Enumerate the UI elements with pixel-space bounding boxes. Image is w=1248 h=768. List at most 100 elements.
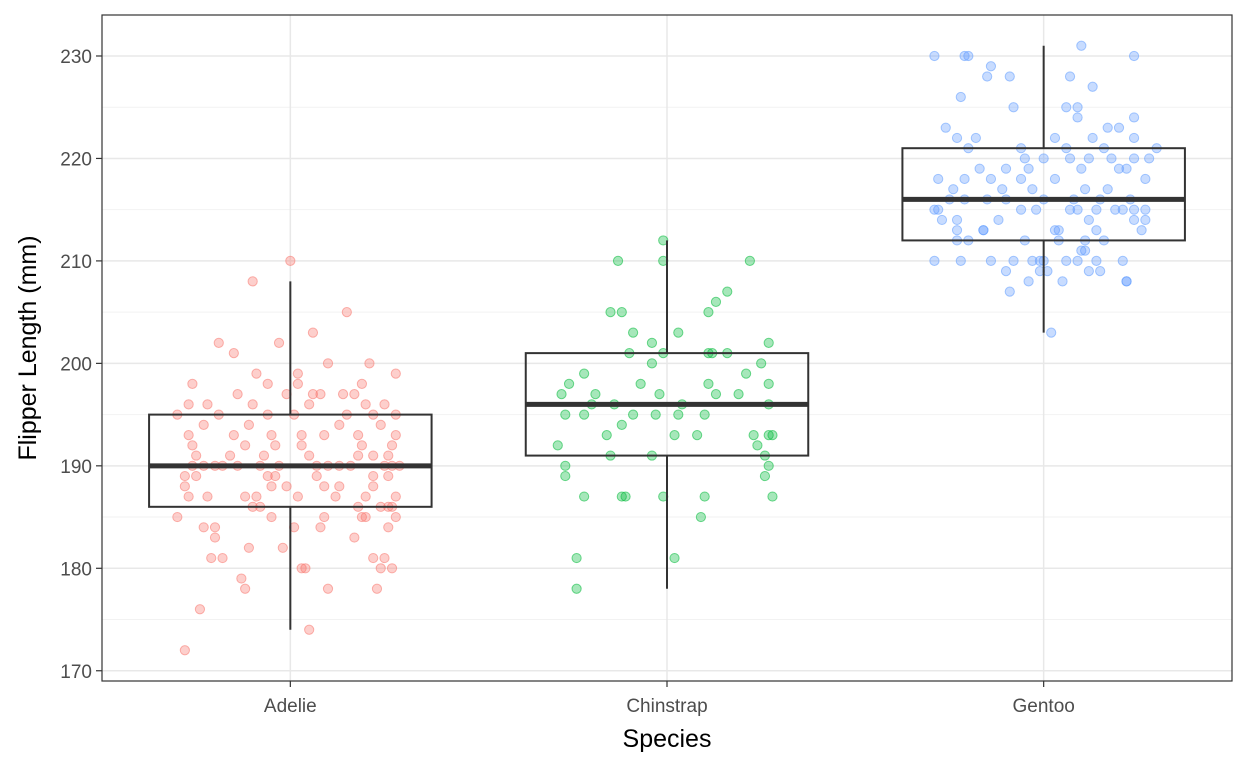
data-point xyxy=(722,286,733,297)
data-point xyxy=(1076,245,1087,256)
data-point xyxy=(319,511,330,523)
data-point xyxy=(379,552,390,564)
data-point xyxy=(1061,255,1072,267)
data-point xyxy=(1087,81,1098,92)
data-point xyxy=(748,429,759,441)
boxes-layer xyxy=(148,45,1186,630)
data-point xyxy=(304,450,315,461)
data-point xyxy=(217,552,228,564)
data-point xyxy=(1110,204,1121,215)
data-point xyxy=(556,389,567,400)
data-point xyxy=(258,450,270,461)
data-point xyxy=(940,122,951,133)
data-point xyxy=(601,429,612,441)
data-point xyxy=(386,440,398,451)
data-point xyxy=(710,296,722,307)
data-point xyxy=(179,470,190,482)
data-point xyxy=(240,491,251,502)
data-point xyxy=(616,419,627,430)
data-point xyxy=(224,450,236,461)
data-point xyxy=(560,409,571,420)
data-point xyxy=(179,481,190,492)
data-point xyxy=(1102,184,1113,195)
data-point xyxy=(368,450,379,461)
data-point xyxy=(951,225,963,236)
data-point xyxy=(767,491,778,502)
data-point xyxy=(1027,184,1038,195)
data-point xyxy=(695,511,707,523)
data-point xyxy=(951,214,963,226)
data-point xyxy=(390,429,401,441)
data-point xyxy=(710,389,722,400)
x-tick-label: Chinstrap xyxy=(626,696,707,717)
data-point xyxy=(315,522,326,533)
data-point xyxy=(296,563,307,574)
data-point xyxy=(1076,163,1087,174)
data-point xyxy=(1117,255,1128,267)
data-point xyxy=(1061,102,1072,113)
data-point xyxy=(703,378,714,389)
data-point xyxy=(654,389,665,400)
data-point xyxy=(360,511,371,523)
data-point xyxy=(1121,276,1132,287)
y-tick-label: 180 xyxy=(60,559,92,580)
data-point xyxy=(763,378,774,389)
data-point xyxy=(646,358,658,369)
data-point xyxy=(360,399,371,410)
data-point xyxy=(1072,204,1083,215)
data-point xyxy=(319,429,330,441)
data-point xyxy=(1015,173,1027,185)
data-point xyxy=(1000,266,1012,277)
data-point xyxy=(375,419,386,430)
data-point xyxy=(1000,163,1012,174)
data-point xyxy=(959,50,970,62)
data-point xyxy=(733,389,744,400)
y-axis-title: Flipper Length (mm) xyxy=(14,235,42,460)
data-point xyxy=(1091,204,1102,215)
data-point xyxy=(982,71,993,82)
data-point xyxy=(187,378,198,389)
data-point xyxy=(571,583,582,594)
data-point xyxy=(673,409,684,420)
data-point xyxy=(650,409,661,420)
data-point xyxy=(296,440,307,451)
data-point xyxy=(251,491,262,502)
data-point xyxy=(315,389,326,400)
data-point xyxy=(763,337,774,348)
data-point xyxy=(560,460,571,471)
data-point xyxy=(179,645,190,656)
data-point xyxy=(371,583,383,594)
data-point xyxy=(183,399,194,410)
data-point xyxy=(296,429,307,441)
data-point xyxy=(375,563,386,574)
box-iqr xyxy=(901,147,1186,242)
data-point xyxy=(997,184,1008,195)
data-point xyxy=(929,255,940,267)
box-iqr xyxy=(148,413,433,508)
data-point xyxy=(187,440,198,451)
data-point xyxy=(243,419,254,430)
data-point xyxy=(364,358,375,369)
data-point xyxy=(759,470,771,482)
data-point xyxy=(240,440,251,451)
data-point xyxy=(1121,163,1132,174)
data-point xyxy=(1023,163,1034,174)
data-point xyxy=(304,624,315,635)
data-point xyxy=(571,552,582,564)
data-point xyxy=(390,491,401,502)
data-point xyxy=(1083,266,1094,277)
data-point xyxy=(266,481,277,492)
data-point xyxy=(1128,214,1140,226)
data-point xyxy=(563,378,575,389)
data-point xyxy=(985,255,997,267)
data-point xyxy=(356,378,367,389)
data-point xyxy=(277,542,288,553)
data-point xyxy=(929,50,940,62)
y-tick-label: 230 xyxy=(60,47,92,68)
data-point xyxy=(292,491,303,502)
data-point xyxy=(1049,225,1061,236)
data-point xyxy=(383,470,394,482)
data-point xyxy=(368,552,379,564)
data-point xyxy=(360,491,371,502)
data-point xyxy=(616,491,627,502)
